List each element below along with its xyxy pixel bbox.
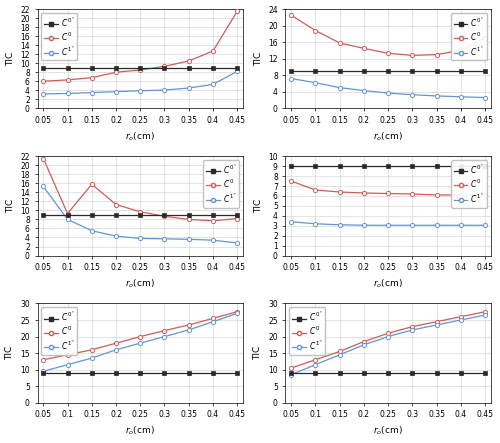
Y-axis label: TIC: TIC [254,346,262,360]
Y-axis label: TIC: TIC [6,51,15,66]
Y-axis label: TIC: TIC [254,199,262,213]
X-axis label: $r_o$(cm): $r_o$(cm) [374,425,403,437]
X-axis label: $r_o$(cm): $r_o$(cm) [374,278,403,290]
Legend: $C^{0^*}$, $C^{0}$, $C^{1^*}$: $C^{0^*}$, $C^{0}$, $C^{1^*}$ [451,13,487,60]
Legend: $C^{0^*}$, $C^{0}$, $C^{1^*}$: $C^{0^*}$, $C^{0}$, $C^{1^*}$ [451,160,487,208]
X-axis label: $r_o$(cm): $r_o$(cm) [126,278,155,290]
X-axis label: $r_o$(cm): $r_o$(cm) [126,425,155,437]
Legend: $C^{0^*}$, $C^{0}$, $C^{1^*}$: $C^{0^*}$, $C^{0}$, $C^{1^*}$ [203,160,239,208]
X-axis label: $r_o$(cm): $r_o$(cm) [374,131,403,143]
Legend: $C^{0^*}$, $C^{0}$, $C^{1^*}$: $C^{0^*}$, $C^{0}$, $C^{1^*}$ [42,13,78,60]
Y-axis label: TIC: TIC [6,346,15,360]
Legend: $C^{0^*}$, $C^{0}$, $C^{1^*}$: $C^{0^*}$, $C^{0}$, $C^{1^*}$ [289,307,326,355]
Legend: $C^{0^*}$, $C^{0}$, $C^{1^*}$: $C^{0^*}$, $C^{0}$, $C^{1^*}$ [42,307,78,355]
X-axis label: $r_o$(cm): $r_o$(cm) [126,131,155,143]
Y-axis label: TIC: TIC [6,199,15,213]
Y-axis label: TIC: TIC [254,51,262,66]
